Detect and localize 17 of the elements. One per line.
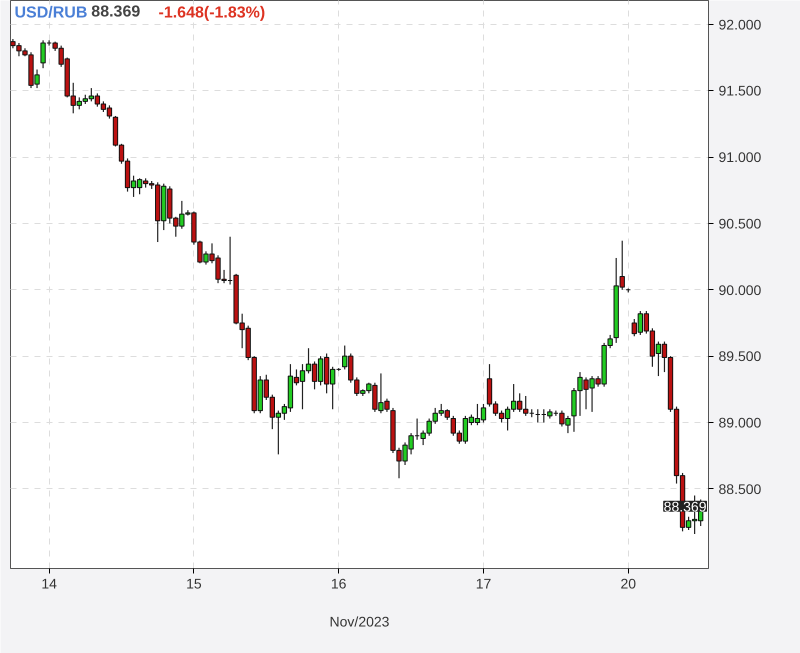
x-tick-label: 20	[620, 576, 636, 592]
chart-title: USD/RUB 88.369	[14, 4, 140, 22]
y-tick-label: 92.000	[718, 16, 762, 32]
y-tick-label: 90.000	[718, 282, 762, 298]
annotation: 88.369	[664, 498, 707, 514]
y-tick-label: 89.500	[718, 348, 762, 364]
x-tick-label: 14	[41, 576, 58, 592]
x-tick-label: 16	[330, 576, 347, 592]
x-axis-title: Nov/2023	[330, 614, 390, 630]
chart-subtitle: -1.648(-1.83%)	[158, 4, 266, 22]
x-tick-label: 17	[476, 576, 492, 592]
y-tick-label: 91.500	[718, 82, 762, 99]
y-tick-label: 89.000	[718, 414, 762, 431]
y-tick-label: 91.000	[718, 149, 762, 166]
y-tick-label: 88.500	[718, 480, 762, 497]
y-tick-label: 90.500	[718, 215, 762, 232]
x-tick-label: 15	[186, 576, 202, 592]
